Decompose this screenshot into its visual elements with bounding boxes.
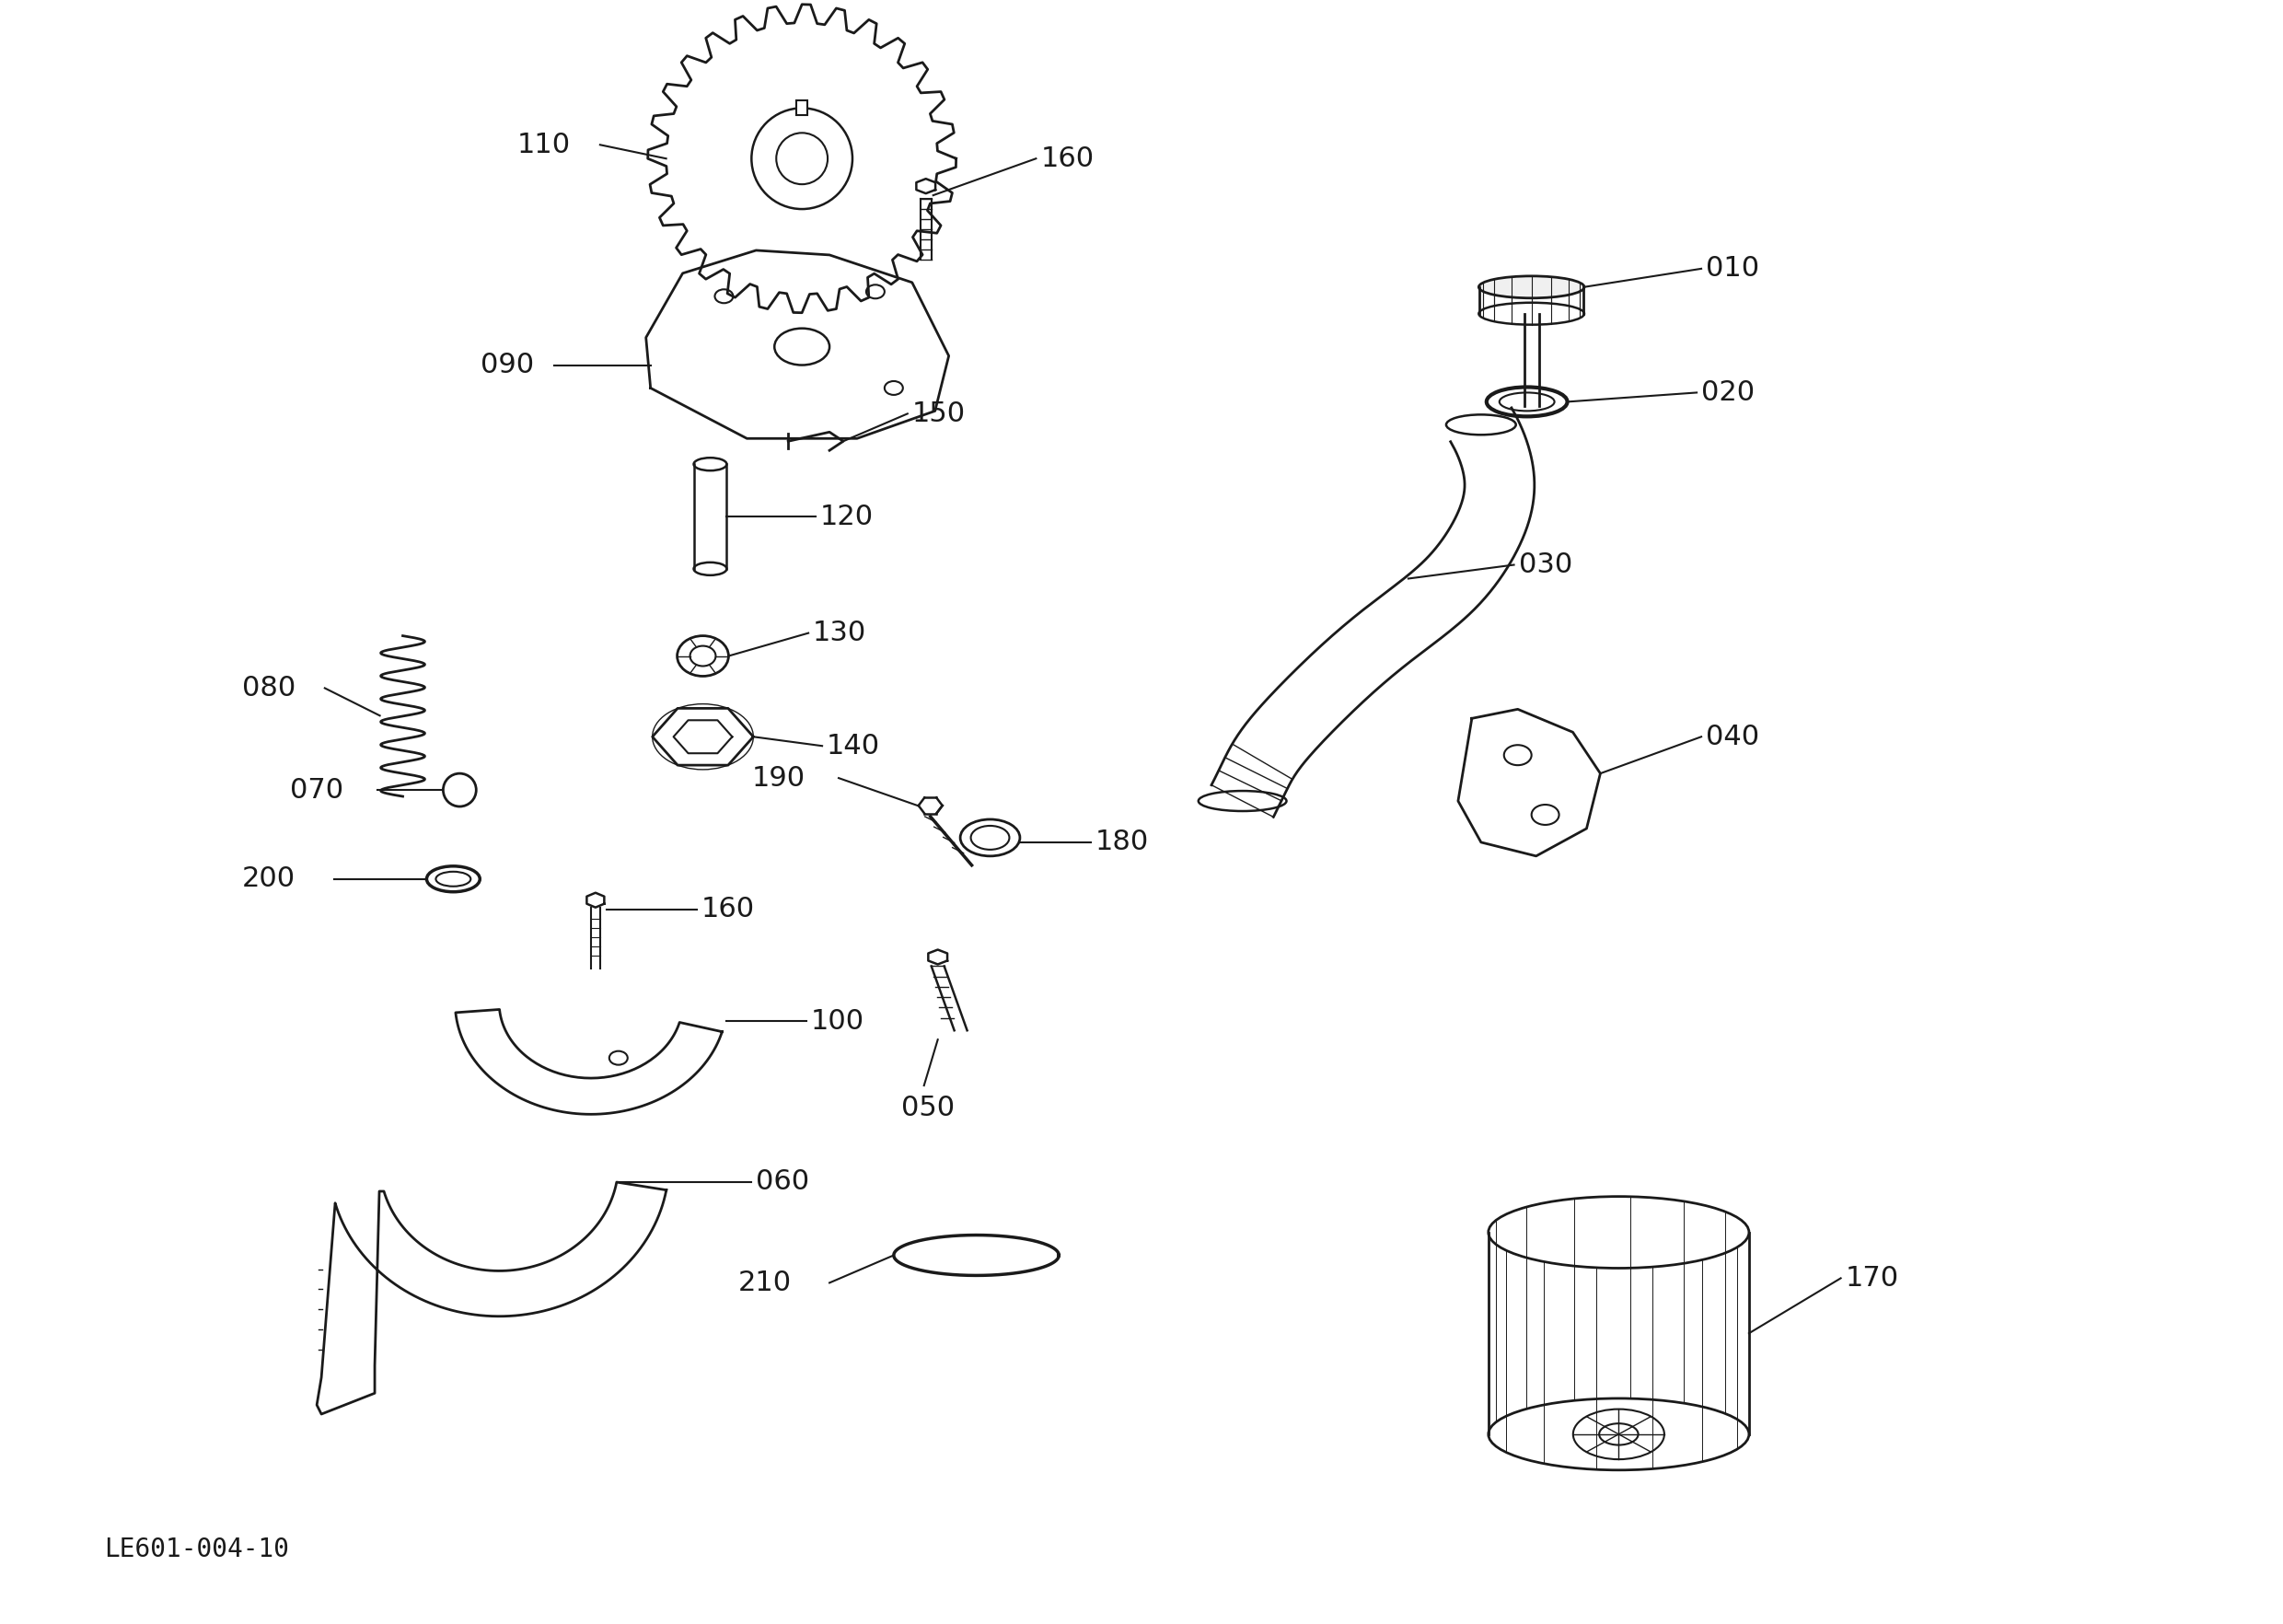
Text: 170: 170 (1845, 1265, 1899, 1291)
Text: 030: 030 (1518, 552, 1573, 578)
Text: 070: 070 (290, 776, 342, 804)
Text: 190: 190 (751, 765, 806, 791)
Text: 100: 100 (810, 1009, 865, 1034)
Text: 140: 140 (826, 732, 881, 760)
Text: 050: 050 (902, 1095, 954, 1121)
Text: 130: 130 (813, 620, 868, 646)
Text: 180: 180 (1096, 828, 1148, 856)
Text: 060: 060 (756, 1169, 810, 1195)
Bar (797, 101, 808, 115)
Text: 020: 020 (1701, 380, 1756, 406)
Text: 200: 200 (242, 866, 297, 892)
Text: LE601-004-10: LE601-004-10 (105, 1536, 290, 1562)
Text: 040: 040 (1705, 723, 1760, 750)
Text: 160: 160 (701, 896, 753, 922)
Text: 150: 150 (913, 401, 966, 427)
Text: 090: 090 (482, 352, 534, 378)
Text: 210: 210 (737, 1270, 792, 1296)
Text: 110: 110 (518, 132, 571, 158)
Ellipse shape (1479, 276, 1584, 299)
Text: 160: 160 (1041, 145, 1094, 172)
Text: 010: 010 (1705, 255, 1760, 283)
Text: 120: 120 (820, 503, 874, 529)
Text: 080: 080 (242, 674, 297, 702)
